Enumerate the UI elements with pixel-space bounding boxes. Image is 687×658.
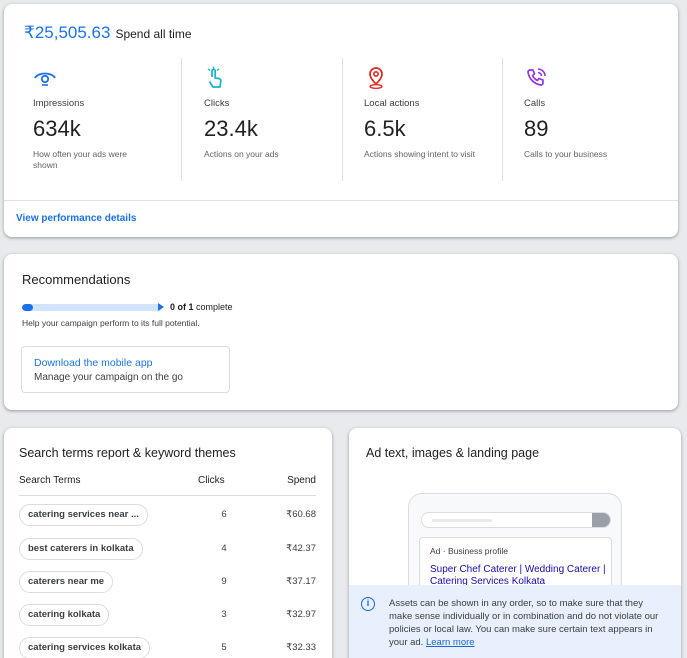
metric-value: 89 (524, 116, 549, 141)
metric-clicks: Clicks 23.4k Actions on your ads (204, 58, 344, 181)
search-term-chip[interactable]: caterers near me (19, 571, 114, 593)
metric-value: 6.5k (364, 116, 406, 141)
column-header-clicks: Clicks (198, 475, 225, 486)
phone-call-icon (527, 68, 546, 86)
info-banner: i Assets can be shown in any order, so t… (349, 585, 681, 658)
search-terms-title: Search terms report & keyword themes (19, 446, 236, 460)
clicks-cell: 4 (221, 543, 227, 554)
divider (181, 58, 182, 181)
recommendations-card: Recommendations 0 of 1 complete Help you… (4, 254, 678, 410)
column-header-spend: Spend (287, 475, 316, 486)
download-app-recommendation[interactable]: Download the mobile app Manage your camp… (21, 346, 230, 393)
search-term-chip[interactable]: best caterers in kolkata (19, 538, 143, 560)
search-term-chip[interactable]: catering services kolkata (19, 637, 151, 658)
metric-name: Impressions (33, 98, 85, 109)
table-row: catering kolkata 3 ₹32.97 (19, 604, 316, 637)
progress-text: 0 of 1 complete (170, 302, 233, 312)
recommendations-title: Recommendations (22, 272, 131, 287)
metric-name: Local actions (364, 98, 420, 109)
divider (342, 58, 343, 181)
progress-fill (22, 304, 34, 311)
recommendation-subtitle: Manage your campaign on the go (34, 372, 183, 383)
table-row: caterers near me 9 ₹37.17 (19, 571, 316, 604)
progress-bar (22, 304, 162, 311)
metric-impressions: Impressions 634k How often your ads were… (33, 58, 173, 181)
ad-label: Ad · Business profile (430, 546, 508, 556)
ad-card-title: Ad text, images & landing page (366, 446, 540, 460)
clicks-cell: 9 (221, 576, 227, 587)
spend-cell: ₹37.17 (286, 576, 316, 587)
progress-suffix: complete (196, 302, 233, 312)
spend-label: Spend all time (115, 27, 192, 41)
divider (4, 200, 678, 201)
clicks-cell: 3 (221, 609, 227, 620)
spend-amount: ₹25,505.63 (24, 23, 111, 42)
metric-name: Calls (524, 98, 546, 109)
preview-search-bar (421, 512, 611, 528)
ad-assets-card: Ad text, images & landing page Ad · Busi… (349, 428, 681, 658)
clicks-cell: 5 (221, 642, 227, 653)
spend-cell: ₹32.97 (286, 609, 316, 620)
metric-name: Clicks (204, 98, 230, 109)
view-performance-link[interactable]: View performance details (16, 213, 137, 224)
recommendations-help: Help your campaign perform to its full p… (22, 318, 200, 328)
metric-value: 634k (33, 116, 81, 141)
progress-marker (158, 303, 164, 311)
metric-description: Actions showing intent to visit (364, 149, 476, 159)
divider (502, 58, 503, 181)
spend-summary: ₹25,505.63 Spend all time (24, 23, 192, 43)
table-row: catering services kolkata 5 ₹32.33 (19, 637, 316, 658)
table-row: catering services near ... 6 ₹60.68 (19, 504, 316, 537)
spend-cell: ₹60.68 (286, 509, 316, 520)
learn-more-link[interactable]: Learn more (425, 637, 475, 648)
info-icon: i (361, 597, 375, 611)
metric-description: How often your ads were shown (33, 149, 128, 170)
location-pin-icon (369, 67, 383, 90)
spend-cell: ₹32.33 (286, 642, 316, 653)
spend-cell: ₹42.37 (286, 543, 316, 554)
column-header-search-terms: Search Terms (19, 475, 81, 486)
search-placeholder-bar (432, 519, 492, 522)
search-term-chip[interactable]: catering kolkata (19, 604, 110, 626)
search-term-chip[interactable]: catering services near ... (19, 504, 148, 526)
table-row: best caterers in kolkata 4 ₹42.37 (19, 538, 316, 571)
progress-count: 0 of 1 (170, 302, 194, 312)
eye-icon (34, 72, 56, 86)
search-icon (592, 513, 610, 527)
performance-card: ₹25,505.63 Spend all time Impressions 63… (4, 4, 678, 237)
metric-description: Actions on your ads (204, 149, 279, 159)
divider (19, 495, 316, 496)
tap-icon (207, 66, 222, 88)
metric-description: Calls to your business (524, 149, 608, 159)
search-terms-card: Search terms report & keyword themes Sea… (4, 428, 332, 658)
recommendation-title[interactable]: Download the mobile app (34, 357, 153, 369)
ad-headline: Super Chef Caterer | Wedding Caterer | C… (430, 564, 606, 587)
metric-local-actions: Local actions 6.5k Actions showing inten… (364, 58, 504, 181)
metric-calls: Calls 89 Calls to your business (524, 58, 664, 181)
info-text: Assets can be shown in any order, so to … (389, 598, 659, 648)
metric-value: 23.4k (204, 116, 258, 141)
clicks-cell: 6 (221, 509, 227, 520)
